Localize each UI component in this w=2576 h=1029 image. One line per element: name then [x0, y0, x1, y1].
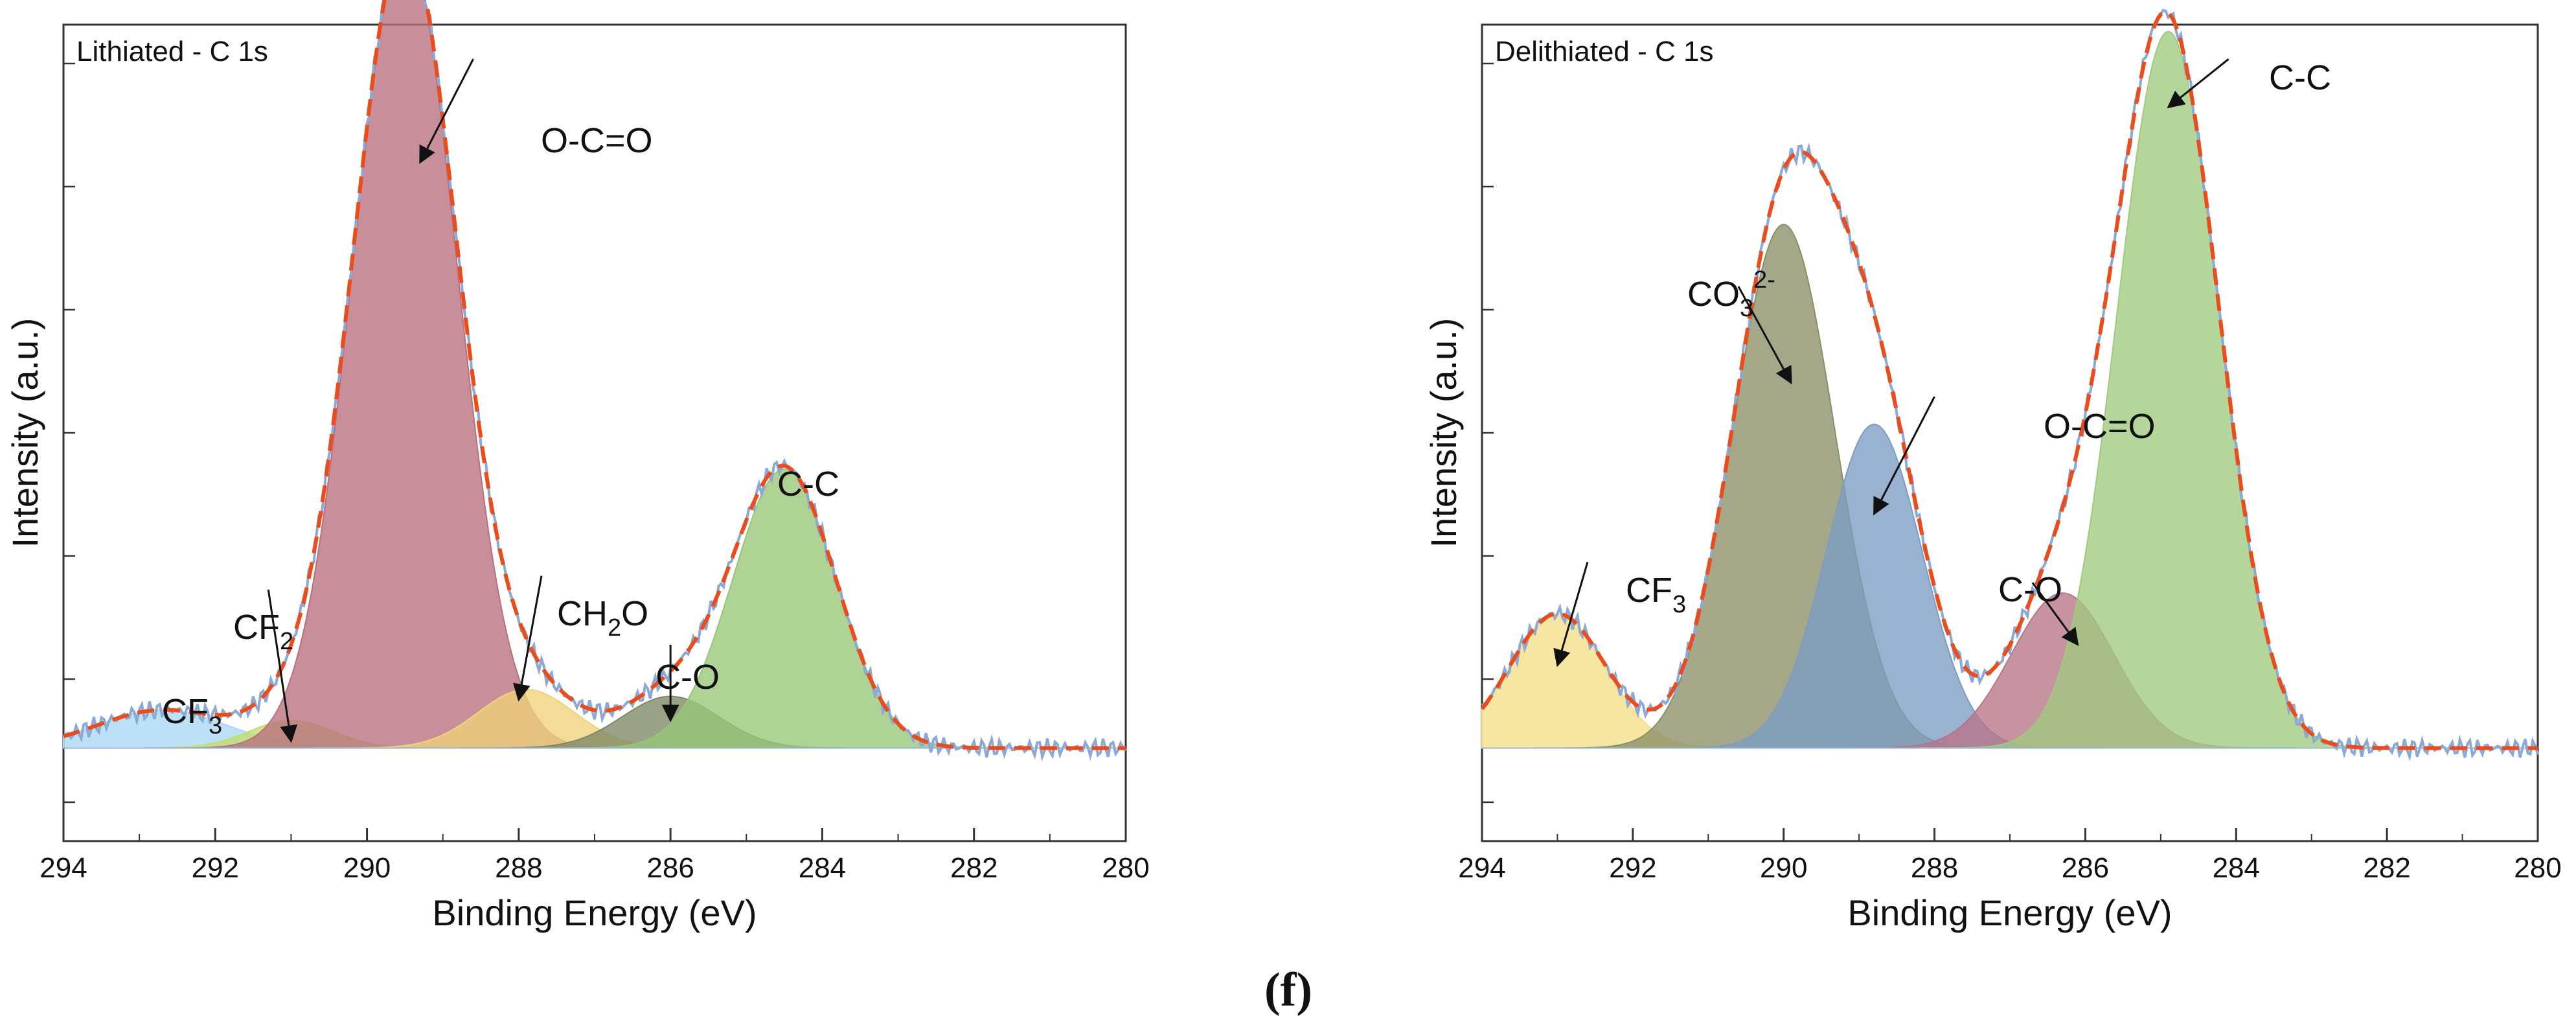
peak-label: CF2	[233, 608, 293, 655]
peak-label: C-C	[2269, 58, 2331, 97]
x-tick-label: 292	[1609, 852, 1656, 884]
measured-spectrum	[62, 0, 1127, 762]
lithiated-chart: 294 292 290 288 286 284 282 280 Binding Energy (…	[5, 0, 1150, 933]
peak-label: C-C	[777, 465, 839, 503]
annotation-arrow	[267, 589, 298, 743]
x-axis-label: Binding Energy (eV)	[432, 892, 757, 933]
x-tick-label: 280	[1102, 852, 1149, 884]
y-axis-label: Intensity (a.u.)	[1423, 318, 1464, 548]
x-tick-label: 288	[495, 852, 542, 884]
x-tick-label: 280	[2514, 852, 2561, 884]
x-tick-label: 286	[2062, 852, 2109, 884]
peak-label: CO32-	[1687, 266, 1775, 322]
fit-envelope	[1480, 10, 2538, 750]
y-axis-label: Intensity (a.u.)	[5, 318, 45, 548]
annotation-arrow	[1553, 561, 1589, 667]
figure-caption: (f)	[1264, 964, 1312, 1017]
x-tick-label: 282	[2363, 852, 2410, 884]
annotation-arrow	[1873, 396, 1935, 516]
x-tick-label: 282	[950, 852, 997, 884]
annotation-arrow	[2031, 582, 2079, 647]
delithiated-chart: 294 292 290 288 286 284 282 280 Binding Energy (…	[1423, 8, 2562, 933]
x-tick-label: 284	[799, 852, 846, 884]
annotation-arrow	[1737, 286, 1792, 385]
peak-label: CF3	[162, 692, 222, 739]
peak-label: CH2O	[557, 594, 648, 642]
annotation-arrow	[2167, 58, 2229, 109]
peak-o-c-o	[63, 0, 792, 749]
x-tick-label: 284	[2213, 852, 2260, 884]
fit-envelope	[63, 0, 1126, 750]
x-tick-label: 294	[1458, 852, 1505, 884]
panel-title: Lithiated - C 1s	[76, 36, 268, 67]
x-tick-label: 292	[192, 852, 239, 884]
peak-label: CF3	[1626, 571, 1686, 618]
peak-label: O-C=O	[541, 121, 653, 160]
x-tick-label: 286	[646, 852, 694, 884]
annotation-arrow	[512, 575, 543, 702]
x-tick-label: 294	[40, 852, 87, 884]
x-tick-label: 288	[1911, 852, 1958, 884]
annotation-arrow	[419, 58, 474, 165]
x-tick-label: 290	[343, 852, 391, 884]
x-axis-label: Binding Energy (eV)	[1847, 892, 2172, 933]
peak-label: O-C=O	[2044, 407, 2156, 446]
x-tick-label: 290	[1760, 852, 1807, 884]
peak-label: C-O	[1998, 570, 2062, 609]
panel-title: Delithiated - C 1s	[1495, 36, 1713, 67]
peak-label: C-O	[655, 658, 720, 697]
